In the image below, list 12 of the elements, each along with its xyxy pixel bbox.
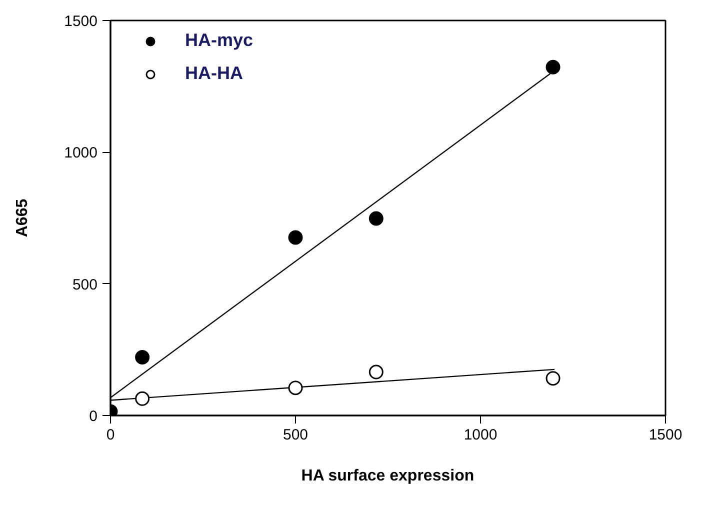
y-tick-label: 1000 (64, 144, 98, 162)
x-axis-title: HA surface expression (301, 468, 474, 484)
legend-label: HA-HA (185, 63, 243, 84)
x-tick-label: 0 (106, 426, 115, 444)
x-tick-label: 500 (282, 426, 308, 444)
x-tick-label: 1000 (464, 426, 498, 444)
x-tick-label: 1500 (648, 426, 682, 444)
y-axis-title: A665 (14, 198, 32, 238)
y-tick-label: 0 (89, 408, 98, 425)
y-tick-label: 1500 (64, 13, 98, 30)
legend-label: HA-myc (185, 30, 254, 51)
y-tick-label: 500 (72, 276, 98, 294)
